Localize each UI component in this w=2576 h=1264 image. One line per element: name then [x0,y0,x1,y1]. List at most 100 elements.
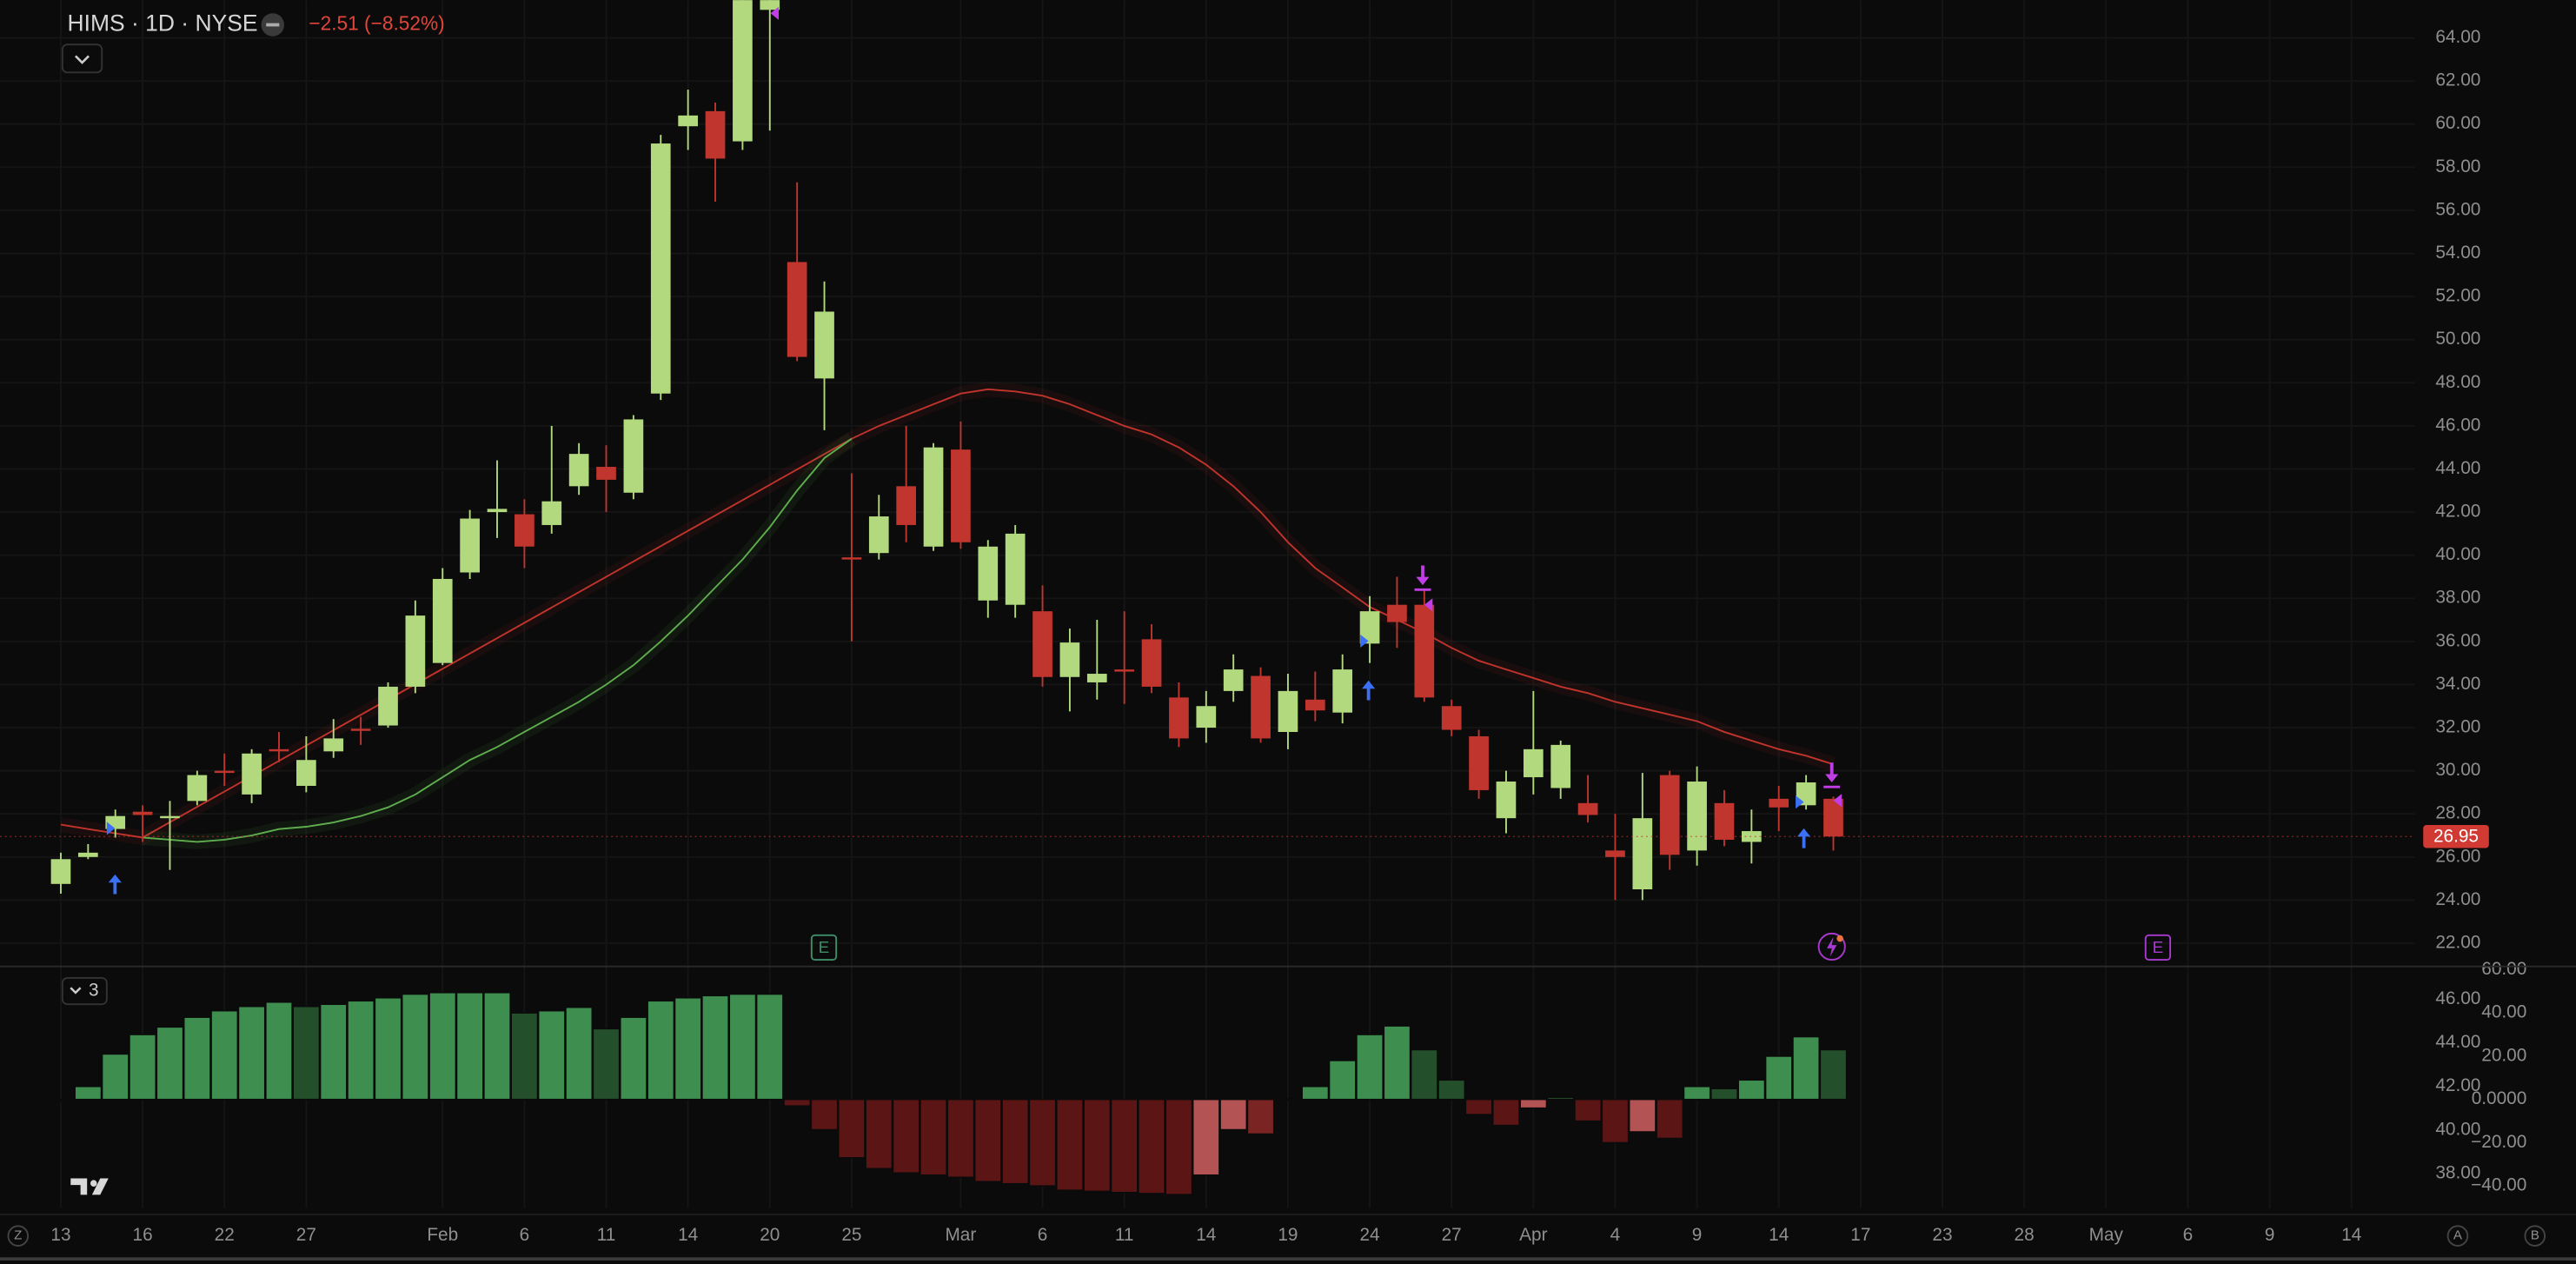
x-tick-label: 14 [1196,1225,1216,1245]
event-label: E [819,939,830,957]
candle-body [187,775,208,802]
signal-tick [1796,795,1804,809]
x-tick-label: 25 [841,1225,861,1245]
candle-body [760,0,780,10]
candle-body [1742,831,1762,842]
x-tick-label: May [2089,1225,2124,1245]
footer-label: A [2453,1228,2463,1243]
y-tick-label: 40.00 [2435,544,2480,564]
y-tick-label: 34.00 [2435,674,2480,694]
moving-average [143,437,853,843]
x-tick-label: 4 [1610,1225,1621,1245]
histogram-bar [920,1098,947,1176]
logo-dot [90,1180,97,1187]
buy-arrow [1796,828,1811,848]
candle-body [50,859,71,884]
y-tick-label: 62.00 [2435,70,2480,90]
footer-button[interactable] [2524,1225,2546,1247]
y-tick-label: −20.00 [2471,1132,2526,1152]
y-tick-label: 60.00 [2435,113,2480,133]
candle-body [515,514,534,547]
earnings-event[interactable] [810,934,838,961]
y-tick-label: 56.00 [2435,199,2480,219]
x-tick-label: 19 [1278,1225,1298,1245]
y-tick-label: 64.00 [2435,27,2480,47]
histogram-bar [1464,1098,1493,1115]
buy-arrow [1362,680,1376,701]
candle-body [269,748,289,752]
candle-body [350,728,371,731]
candle-body [323,738,344,752]
dividend-event[interactable] [1817,932,1846,961]
collapse-button[interactable] [61,43,103,74]
candle-body [1550,744,1571,788]
histogram-bar [565,1006,594,1101]
candle-body [1086,674,1107,682]
sell-arrow [1823,762,1841,788]
histogram-bar [1110,1098,1139,1194]
indicator-count: 3 [89,981,99,1001]
candle-body [1769,798,1789,808]
histogram-bar [1410,1048,1438,1101]
y-tick-label: 40.00 [2481,1002,2526,1022]
histogram-bar [1001,1098,1030,1185]
histogram-bar [455,992,484,1101]
y2-tick-label: 46.00 [2435,988,2480,1008]
x-tick-label: 24 [1360,1225,1380,1245]
y2-tick-label: 42.00 [2435,1075,2480,1095]
indicator-legend[interactable] [61,976,108,1006]
x-tick-label: 6 [520,1225,530,1245]
candle-body [1196,706,1217,728]
signal-tick [106,822,116,835]
y-tick-label: 24.00 [2435,889,2480,909]
y-tick-label: 46.00 [2435,415,2480,435]
candle-body [78,852,98,857]
candle-body [132,811,153,815]
candle-body [1632,818,1653,890]
x-tick-label: 11 [597,1225,616,1245]
y-tick-label: 42.00 [2435,502,2480,522]
x-tick-label: Feb [427,1225,458,1245]
histogram-bar [374,997,402,1101]
histogram-bar [1138,1098,1165,1194]
candle-body [378,686,398,726]
histogram-bar [292,1005,321,1101]
earnings-event[interactable] [2144,934,2172,961]
histogram-bar [1083,1098,1112,1193]
histogram-bar [783,1098,812,1107]
histogram-bar [1246,1098,1275,1135]
histogram-bar [1792,1035,1820,1101]
candle-body [1141,639,1162,687]
histogram-bar [1274,1098,1302,1101]
candle-body [296,760,316,786]
grid [0,0,2415,1207]
histogram-bar [1492,1098,1520,1127]
y-tick-label: 44.00 [2435,458,2480,478]
histogram-bar [129,1034,156,1101]
histogram-bar [620,1016,647,1101]
x-tick-label: 27 [1442,1225,1462,1245]
candle-body [678,115,698,127]
candle-body [1059,642,1080,677]
x-tick-label: 6 [1038,1225,1048,1245]
histogram-bar [647,1000,675,1101]
footer-button[interactable] [7,1225,30,1247]
candle-body [1169,697,1189,739]
histogram-bar [1710,1088,1738,1101]
y2-tick-label: 38.00 [2435,1162,2480,1182]
candle-body [1823,798,1843,837]
candle-body [896,486,917,525]
price-change: −2.51 (−8.52%) [309,12,444,35]
candle-body [1659,775,1680,855]
histogram-bar [838,1098,866,1159]
footer-button[interactable] [2447,1225,2469,1247]
histogram-bar [1028,1098,1057,1187]
candle-body [1714,802,1735,840]
candle-body [1469,735,1489,790]
y-tick-label: 30.00 [2435,760,2480,780]
histogram-bar [265,1001,293,1101]
y-tick-label: 38.00 [2435,588,2480,608]
lightning-icon [1827,936,1837,957]
y-tick-label: 28.00 [2435,803,2480,823]
event-dot [1836,935,1843,942]
